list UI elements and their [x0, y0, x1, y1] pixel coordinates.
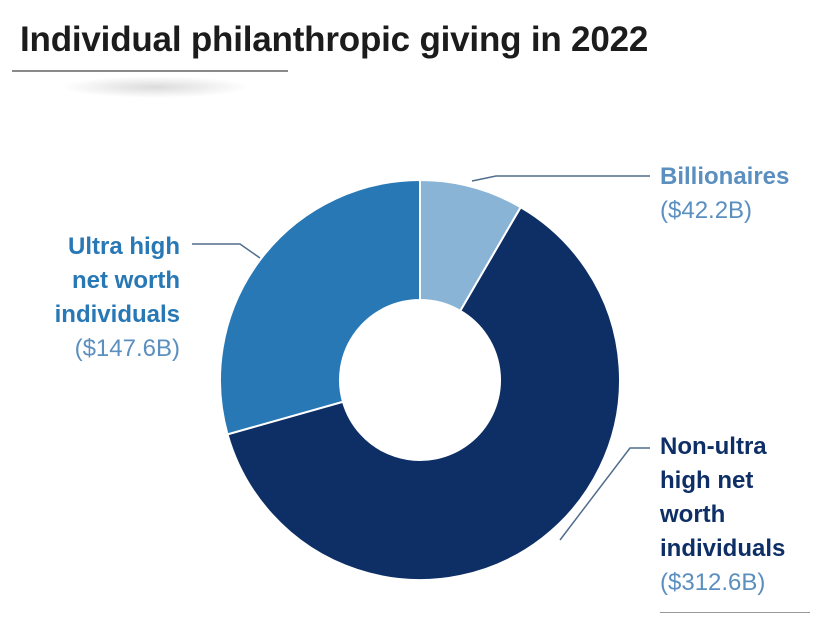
label-nonuhnw-name-3: worth — [660, 501, 726, 528]
title-underline — [12, 70, 288, 72]
label-billionaires-value: ($42.2B) — [660, 197, 753, 224]
label-billionaires-name: Billionaires — [660, 163, 790, 190]
label-uhnw-name-2: net worth — [72, 267, 180, 294]
label-uhnw-name-3: individuals — [54, 301, 180, 328]
chart-title: Individual philanthropic giving in 2022 — [20, 20, 649, 59]
slice-uhnw — [219, 178, 421, 436]
label-nonuhnw-name-2: high net — [660, 467, 754, 494]
title-shadow — [60, 76, 250, 98]
label-billionaires: Billionaires ($42.2B) — [660, 160, 789, 228]
label-nonuhnw: Non-ultra high net worth individuals ($3… — [660, 430, 830, 600]
footer-mark — [660, 612, 810, 631]
leader-nonuhnw — [559, 447, 650, 541]
slice-nonuhnw — [226, 205, 621, 581]
label-nonuhnw-value: ($312.6B) — [660, 569, 766, 596]
leader-uhnw — [192, 243, 261, 259]
label-uhnw-value: ($147.6B) — [74, 335, 180, 362]
leader-billionaires — [471, 175, 650, 182]
label-uhnw: Ultra high net worth individuals ($147.6… — [20, 230, 180, 366]
label-nonuhnw-name-4: individuals — [660, 535, 786, 562]
label-uhnw-name-1: Ultra high — [68, 233, 180, 260]
label-nonuhnw-name-1: Non-ultra — [660, 433, 767, 460]
